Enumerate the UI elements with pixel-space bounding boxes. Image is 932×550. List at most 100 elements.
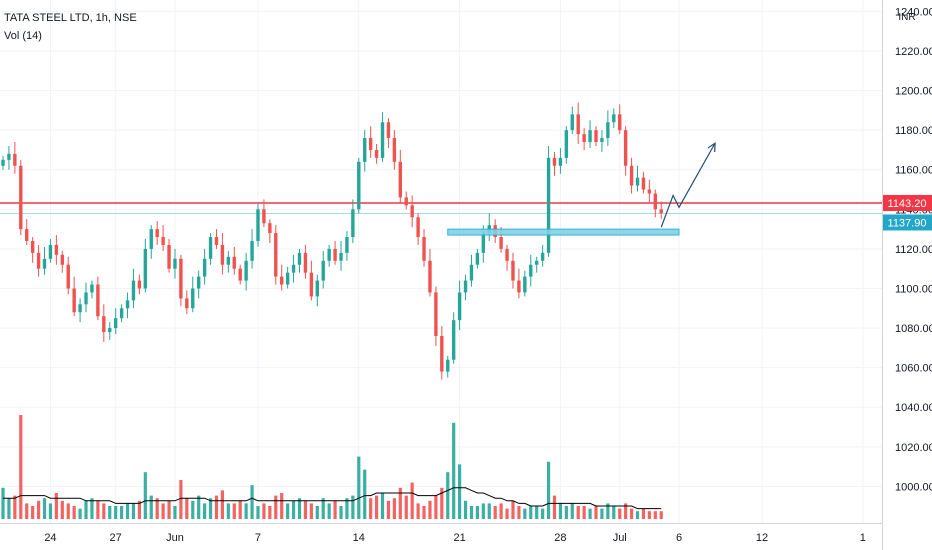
volume-bar	[374, 495, 379, 519]
candle	[594, 126, 598, 146]
candle	[66, 256, 70, 295]
candle	[647, 179, 652, 204]
volume-bar	[606, 503, 610, 519]
volume-bar	[570, 503, 574, 519]
time-tick-label: Jul	[613, 532, 627, 544]
candle-body	[90, 284, 94, 293]
price-axis[interactable]: 1000.00 1020.00 1040.00 1060.00 1080.00 1100.…	[882, 0, 932, 550]
candle	[535, 256, 539, 273]
volume-bar	[600, 508, 604, 519]
candle	[618, 104, 622, 135]
candle-body	[416, 217, 420, 238]
candle-body	[440, 335, 444, 372]
candle-body	[647, 189, 652, 194]
volume-bar	[250, 485, 254, 519]
drawings[interactable]	[447, 144, 715, 236]
candle	[469, 254, 474, 287]
volume-bar	[31, 506, 35, 519]
volume-bar	[303, 500, 308, 519]
volume-bar	[72, 506, 76, 519]
volume-bar	[161, 503, 165, 519]
candle	[202, 248, 207, 285]
candle-body	[529, 264, 533, 277]
candle-body	[576, 114, 580, 135]
candle-body	[386, 122, 391, 139]
candle	[386, 118, 391, 148]
volume-indicator-label[interactable]: Vol (14)	[4, 30, 42, 42]
volume-bar	[428, 500, 432, 519]
candle-body	[285, 272, 290, 285]
volume-bar	[635, 511, 640, 519]
candle-body	[594, 130, 598, 143]
candle-body	[345, 237, 349, 253]
last-price-tag-bg	[883, 214, 932, 231]
candle	[540, 244, 545, 267]
candle-body	[208, 237, 213, 259]
candle-body	[457, 292, 462, 321]
candle-body	[13, 153, 17, 166]
volume-bar	[647, 511, 651, 519]
candle	[576, 102, 580, 145]
candle-body	[434, 292, 438, 336]
candle	[582, 128, 586, 150]
volume-bar	[505, 508, 509, 519]
volume-bar	[594, 506, 598, 519]
volume-bar	[42, 498, 47, 519]
candle	[653, 189, 657, 218]
price-tick-label: 1200.00	[895, 86, 932, 98]
candle	[280, 264, 284, 291]
volume-bar	[321, 498, 325, 519]
volume-bar	[7, 498, 11, 519]
candle-body	[78, 304, 82, 313]
candle	[185, 290, 189, 315]
candle	[113, 308, 118, 335]
candle-body	[351, 209, 355, 238]
candle-body	[540, 252, 545, 261]
candle	[558, 147, 563, 174]
volume-bar	[48, 503, 53, 519]
candle-body	[161, 237, 165, 245]
candle	[48, 239, 53, 263]
volume-bar	[268, 506, 272, 519]
candle	[463, 274, 468, 301]
resistance-price-tag-bg	[883, 194, 932, 211]
volume-bar	[469, 506, 474, 519]
candle-body	[469, 264, 474, 281]
last-price-tag: 1137.90	[883, 214, 932, 231]
candle-body	[143, 248, 148, 289]
candle	[72, 276, 76, 317]
candle	[196, 270, 201, 299]
candle	[303, 244, 308, 279]
candle-body	[428, 260, 432, 293]
candle	[1, 155, 5, 170]
candle	[428, 248, 432, 297]
candle-body	[363, 138, 367, 162]
candle	[623, 126, 628, 176]
volume-bar	[185, 498, 189, 519]
volume-bar	[493, 506, 497, 519]
volume-bar	[232, 503, 236, 519]
volume-bar	[280, 493, 284, 519]
candle	[380, 112, 385, 162]
candle-body	[422, 237, 426, 261]
candle	[546, 145, 551, 257]
symbol-title[interactable]: TATA STEEL LTD, 1h, NSE	[4, 12, 137, 24]
volume-bar	[238, 500, 242, 519]
candle	[208, 233, 213, 265]
candle	[262, 199, 266, 228]
candle	[226, 250, 231, 273]
volume-bar	[629, 508, 634, 519]
volume-bar	[179, 480, 183, 519]
candle	[505, 244, 509, 271]
volume-bar	[25, 503, 29, 519]
price-tick-label: 1100.00	[895, 283, 932, 295]
time-axis[interactable]: 24 27 Jun 7 14 21 28 Jul 6 12 1	[0, 523, 882, 545]
volume-bar	[244, 503, 248, 519]
candle	[374, 144, 379, 164]
volume-bar	[458, 464, 462, 519]
candle	[552, 151, 557, 176]
price-tick-label: 1040.00	[895, 402, 932, 414]
candle	[641, 171, 646, 194]
